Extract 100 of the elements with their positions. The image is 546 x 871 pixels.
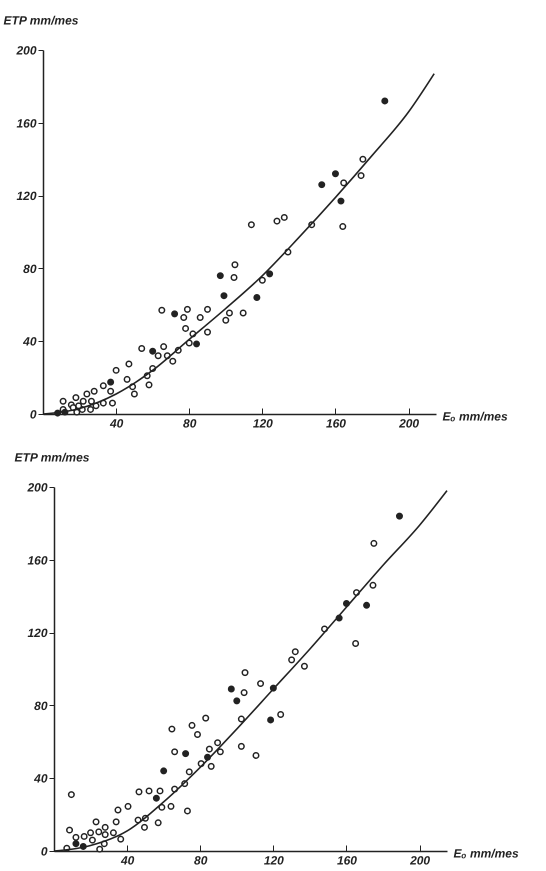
point — [130, 390, 138, 398]
point — [182, 324, 190, 332]
point — [242, 669, 249, 676]
y-tick-label: 40 — [22, 334, 37, 349]
point — [168, 726, 176, 733]
point — [154, 352, 162, 360]
point — [117, 836, 124, 843]
y-tick-label: 160 — [27, 553, 48, 568]
point — [202, 714, 210, 722]
y-tick-label: 80 — [23, 262, 37, 276]
point — [83, 390, 90, 398]
point — [288, 656, 296, 664]
point — [138, 344, 146, 352]
point — [369, 582, 376, 589]
y-tick-label: 200 — [15, 44, 37, 58]
point — [72, 834, 80, 841]
point — [226, 310, 233, 316]
point — [152, 794, 160, 802]
point — [184, 306, 191, 313]
x-tick-label: 80 — [183, 416, 197, 430]
point — [107, 378, 114, 386]
point — [124, 376, 131, 383]
point — [87, 406, 94, 413]
point — [72, 840, 80, 848]
point — [257, 680, 264, 688]
point — [238, 742, 245, 750]
point — [108, 400, 116, 407]
point — [238, 716, 245, 723]
x-tick-label: 200 — [409, 854, 430, 868]
point — [140, 824, 148, 831]
point — [252, 752, 260, 759]
point — [171, 748, 178, 756]
y-tick-label: 120 — [27, 626, 48, 640]
point — [396, 512, 403, 520]
x-tick-label: 40 — [108, 416, 124, 430]
point — [222, 316, 230, 324]
point — [160, 343, 168, 350]
x-tick-label: 200 — [398, 416, 420, 430]
point — [154, 819, 162, 826]
x-tick-label: 40 — [120, 854, 135, 868]
x-tick-label: 160 — [336, 854, 358, 868]
point — [240, 689, 248, 696]
x-tick-label: 80 — [194, 854, 208, 868]
point — [220, 292, 228, 300]
point — [124, 802, 132, 810]
point — [363, 602, 370, 609]
point — [216, 748, 224, 756]
point — [228, 686, 235, 693]
point — [194, 731, 201, 738]
x-axis-title: Eₒ mm/mes — [454, 846, 519, 860]
point — [158, 306, 166, 314]
point — [149, 348, 156, 355]
point — [156, 787, 164, 794]
point — [358, 172, 365, 180]
point — [167, 802, 174, 810]
point — [253, 294, 260, 302]
x-tick-label: 120 — [252, 416, 274, 430]
point — [112, 818, 120, 826]
point — [136, 788, 142, 796]
point — [169, 358, 176, 365]
point — [240, 310, 247, 316]
point — [292, 648, 299, 656]
point — [102, 824, 109, 831]
y-tick-label: 160 — [16, 116, 37, 130]
point — [370, 540, 378, 547]
point — [216, 272, 224, 280]
point — [359, 156, 366, 163]
point — [273, 218, 280, 225]
y-tick-label: 0 — [30, 408, 37, 422]
point — [68, 791, 75, 798]
point — [266, 270, 274, 278]
point — [160, 767, 168, 774]
point — [277, 711, 284, 718]
point — [125, 360, 132, 368]
point — [88, 836, 96, 844]
y-axis-title: ETP mm/mes — [14, 450, 90, 464]
point — [114, 806, 122, 814]
point — [332, 170, 339, 178]
y-tick-label: 80 — [34, 698, 48, 713]
point — [188, 722, 196, 729]
point — [107, 388, 114, 395]
point — [196, 314, 204, 322]
point — [300, 662, 308, 670]
point — [72, 394, 80, 402]
point — [184, 807, 191, 814]
y-tick-label: 200 — [26, 480, 48, 494]
point — [100, 382, 107, 390]
point — [180, 314, 188, 322]
point — [80, 398, 87, 405]
point — [352, 640, 360, 648]
point — [231, 261, 238, 268]
point — [230, 274, 238, 281]
point — [87, 829, 94, 836]
point — [340, 179, 348, 186]
point — [204, 306, 211, 313]
point — [204, 328, 211, 336]
point — [258, 276, 266, 284]
point — [193, 340, 200, 348]
point — [102, 831, 109, 838]
y-tick-label: 0 — [40, 844, 48, 858]
